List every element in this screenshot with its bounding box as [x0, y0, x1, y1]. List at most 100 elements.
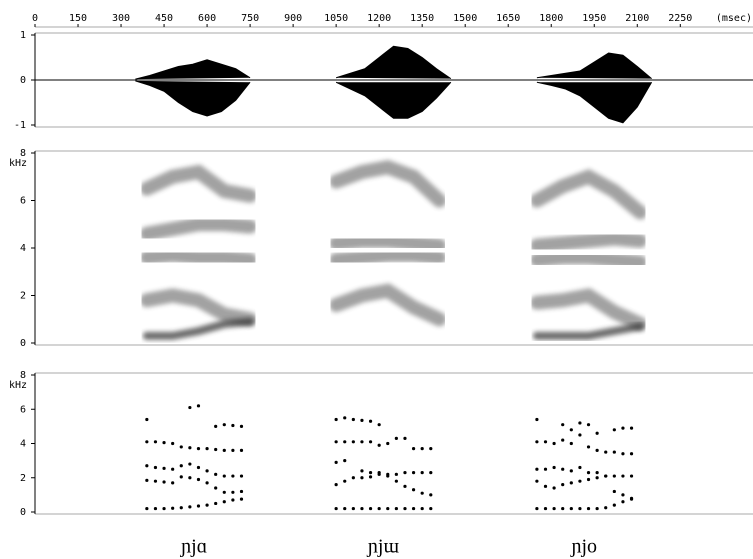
- formant-point: [162, 506, 166, 511]
- formant-point: [334, 460, 338, 464]
- formant-point: [595, 448, 599, 452]
- formant-point: [343, 506, 347, 511]
- formant-point: [377, 506, 381, 511]
- x-tick-label: 150: [69, 13, 87, 24]
- formant-point: [561, 438, 565, 442]
- formant-point: [569, 441, 573, 446]
- formant-point: [145, 464, 149, 468]
- y-unit: kHz: [9, 158, 27, 169]
- formant-point: [586, 445, 591, 449]
- formant-point: [403, 436, 407, 440]
- formant-point: [231, 423, 235, 428]
- formant-point: [188, 476, 192, 480]
- formant-point: [561, 483, 565, 487]
- formant-point: [621, 500, 625, 504]
- formant-point: [629, 496, 634, 500]
- formant-point: [179, 506, 183, 510]
- spectral-band: [529, 231, 648, 253]
- formant-point: [205, 447, 209, 451]
- formant-point: [145, 440, 149, 444]
- formant-point: [360, 469, 364, 473]
- formant-point: [351, 417, 355, 422]
- formant-point: [179, 445, 183, 449]
- formant-point: [429, 471, 433, 475]
- formant-point: [543, 484, 548, 488]
- x-tick-label: 1350: [410, 13, 434, 24]
- formant-point: [612, 503, 616, 507]
- formant-point: [239, 448, 244, 452]
- formant-point: [145, 478, 149, 482]
- formant-point: [188, 405, 192, 410]
- formant-point: [196, 447, 201, 451]
- formant-point: [205, 481, 209, 485]
- formant-point: [569, 506, 573, 511]
- spectral-band: [329, 283, 447, 327]
- formant-point: [205, 503, 209, 507]
- formant-point: [368, 419, 373, 423]
- formant-point: [171, 441, 175, 446]
- formant-point: [535, 440, 539, 444]
- formant-point: [368, 475, 373, 479]
- formant-point: [222, 500, 226, 504]
- formant-point: [621, 426, 625, 430]
- x-tick-label: 900: [284, 13, 302, 24]
- formant-point: [394, 506, 398, 511]
- x-tick-label: 600: [198, 13, 216, 24]
- formant-point: [386, 441, 390, 446]
- formant-point: [239, 497, 244, 501]
- x-unit: (msec): [716, 13, 752, 24]
- formant-point: [552, 441, 556, 446]
- x-tick-label: 450: [155, 13, 173, 24]
- formant-point: [420, 447, 424, 451]
- formant-point: [171, 467, 175, 471]
- formant-point: [629, 426, 634, 430]
- formant-point: [578, 479, 582, 483]
- x-tick-label: 2250: [668, 13, 692, 24]
- spectral-band: [142, 317, 255, 340]
- formant-point: [153, 465, 158, 470]
- x-tick-label: 750: [241, 13, 259, 24]
- formant-point: [196, 465, 201, 470]
- formant-point: [231, 498, 235, 502]
- formant-point: [543, 440, 548, 444]
- formant-point: [561, 423, 565, 427]
- formant-point: [394, 472, 398, 476]
- formant-point: [231, 490, 235, 494]
- y-tick-label: 4: [20, 243, 26, 254]
- spectral-band: [329, 233, 447, 253]
- formant-point: [239, 474, 244, 478]
- formant-point: [205, 469, 209, 473]
- formant-point: [569, 469, 573, 473]
- y-tick-label: 6: [20, 196, 26, 207]
- x-tick-label: 300: [112, 13, 130, 24]
- formant-point: [334, 506, 338, 511]
- spectral-band: [329, 248, 447, 267]
- formant-point: [196, 477, 201, 482]
- formant-point: [403, 484, 407, 488]
- formant-point: [343, 459, 347, 463]
- y-tick-label: 0: [20, 75, 26, 86]
- formant-point: [360, 476, 364, 480]
- formant-point: [214, 424, 218, 428]
- formant-point: [595, 476, 599, 480]
- formant-point: [595, 471, 599, 475]
- y-tick-label: 1: [20, 30, 26, 41]
- y-unit: kHz: [9, 380, 27, 391]
- formant-point: [629, 452, 634, 456]
- waveform-envelope: [135, 80, 251, 117]
- y-tick-label: 8: [20, 148, 26, 159]
- formant-point: [403, 506, 407, 511]
- formant-point: [377, 471, 381, 475]
- y-tick-label: 6: [20, 404, 26, 415]
- formant-point: [411, 447, 416, 451]
- formant-point: [612, 450, 616, 454]
- formant-point: [629, 474, 634, 478]
- formant-point: [621, 493, 625, 497]
- formant-point: [153, 440, 158, 444]
- formant-point: [368, 440, 373, 444]
- x-tick-label: 1650: [496, 13, 520, 24]
- formant-point: [386, 472, 390, 476]
- formant-point: [420, 506, 424, 511]
- formant-point: [214, 501, 218, 506]
- formant-point: [145, 506, 149, 511]
